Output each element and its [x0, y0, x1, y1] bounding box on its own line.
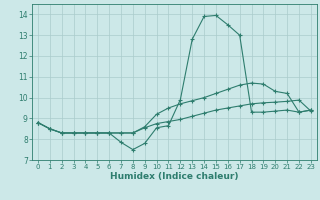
X-axis label: Humidex (Indice chaleur): Humidex (Indice chaleur) — [110, 172, 239, 181]
